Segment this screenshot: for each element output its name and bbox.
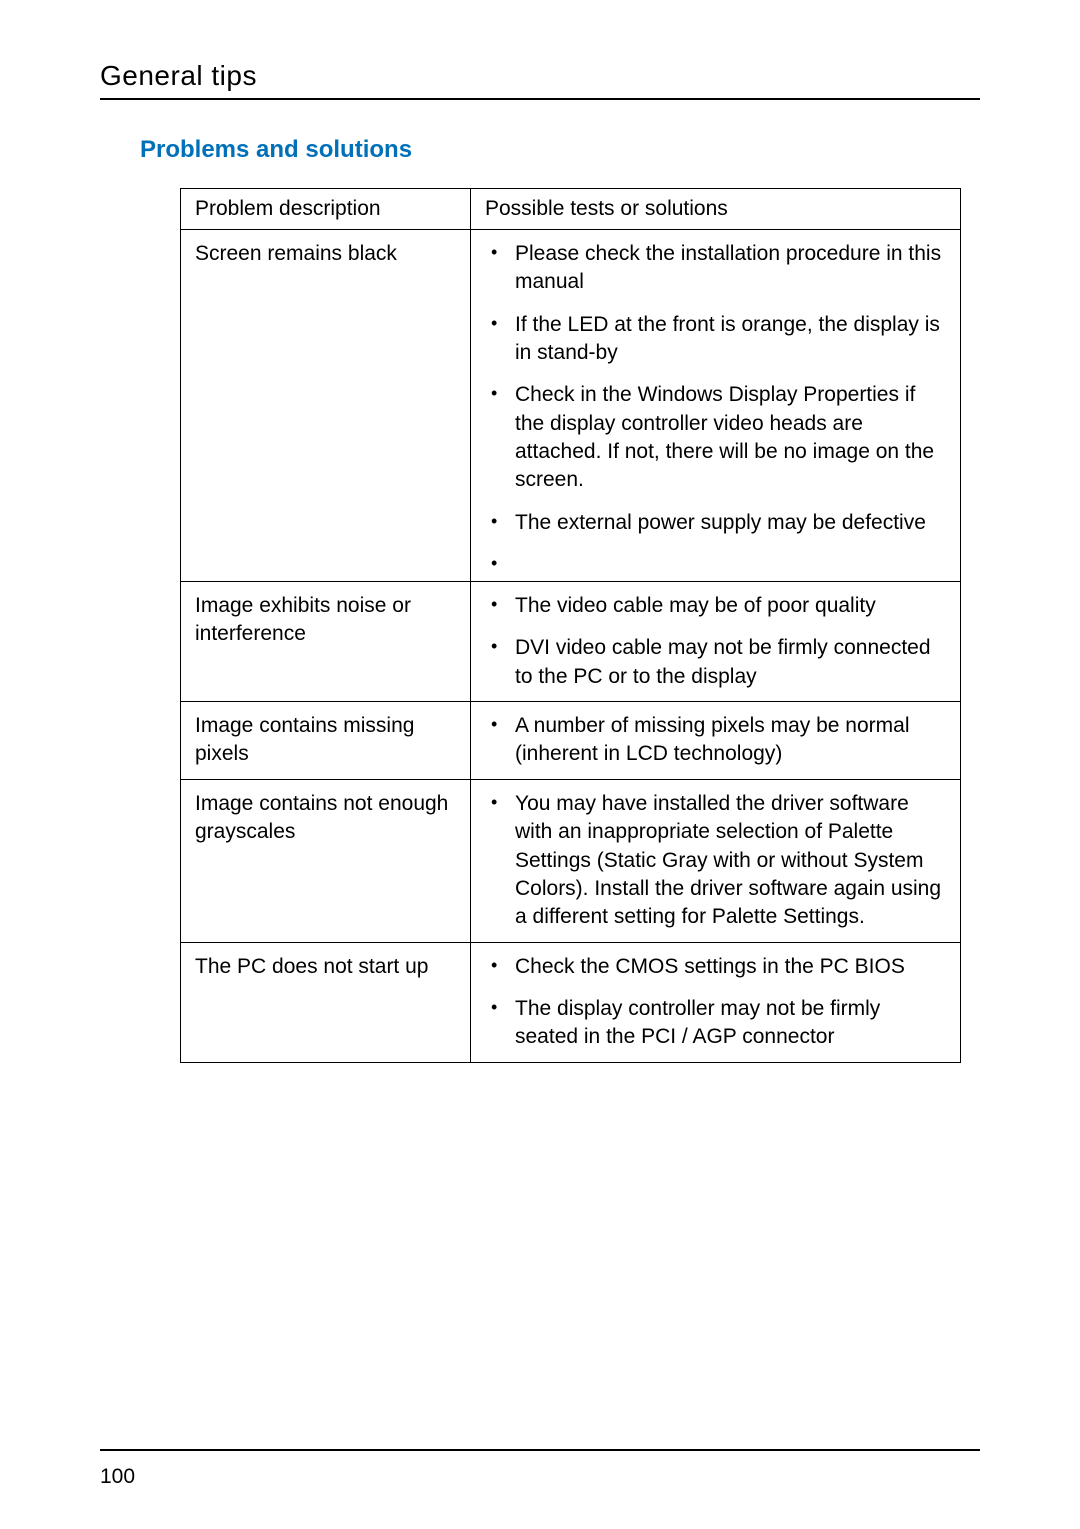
problem-description-cell: Image contains missing pixels [181,702,471,780]
problem-description-cell: Image exhibits noise or interference [181,582,471,702]
footer-rule [100,1449,980,1451]
solution-item: DVI video cable may not be firmly connec… [485,634,946,691]
solution-item: Check in the Windows Display Properties … [485,381,946,494]
solution-item: Check the CMOS settings in the PC BIOS [485,953,946,981]
table-body: Screen remains blackPlease check the ins… [181,230,961,1063]
problem-description-cell: Screen remains black [181,230,471,582]
solution-item: You may have installed the driver softwa… [485,790,946,932]
solution-item: The external power supply may be defecti… [485,509,946,537]
table-row: Screen remains blackPlease check the ins… [181,230,961,582]
section-title: Problems and solutions [140,136,980,164]
problems-table: Problem description Possible tests or so… [180,188,961,1063]
problem-description-cell: Image contains not enough grayscales [181,779,471,942]
solutions-list: You may have installed the driver softwa… [485,790,946,932]
page-footer: 100 [100,1449,980,1489]
col-header-description: Problem description [181,189,471,230]
solution-item: The display controller may not be firmly… [485,995,946,1052]
solution-item: The video cable may be of poor quality [485,592,946,620]
col-header-solutions: Possible tests or solutions [471,189,961,230]
solutions-cell: The video cable may be of poor quality DV… [471,582,961,702]
header-rule [100,98,980,100]
table-row: Image exhibits noise or interferenceThe … [181,582,961,702]
solution-item: Please check the installation procedure … [485,240,946,297]
table-row: Image contains not enough grayscalesYou … [181,779,961,942]
solutions-cell: You may have installed the driver softwa… [471,779,961,942]
solutions-list: The video cable may be of poor quality DV… [485,592,946,691]
table-header-row: Problem description Possible tests or so… [181,189,961,230]
problem-description-cell: The PC does not start up [181,942,471,1062]
table-row: The PC does not start upCheck the CMOS s… [181,942,961,1062]
solutions-list: A number of missing pixels may be normal… [485,712,946,769]
page-header-title: General tips [100,60,980,92]
solution-item: A number of missing pixels may be normal… [485,712,946,769]
page-number: 100 [100,1465,980,1489]
solution-item [485,551,946,571]
solutions-list: Check the CMOS settings in the PC BIOS Th… [485,953,946,1052]
solutions-cell: Check the CMOS settings in the PC BIOS Th… [471,942,961,1062]
table-row: Image contains missing pixelsA number of… [181,702,961,780]
solutions-cell: A number of missing pixels may be normal… [471,702,961,780]
solution-item: If the LED at the front is orange, the d… [485,311,946,368]
solutions-list: Please check the installation procedure … [485,240,946,571]
solutions-cell: Please check the installation procedure … [471,230,961,582]
